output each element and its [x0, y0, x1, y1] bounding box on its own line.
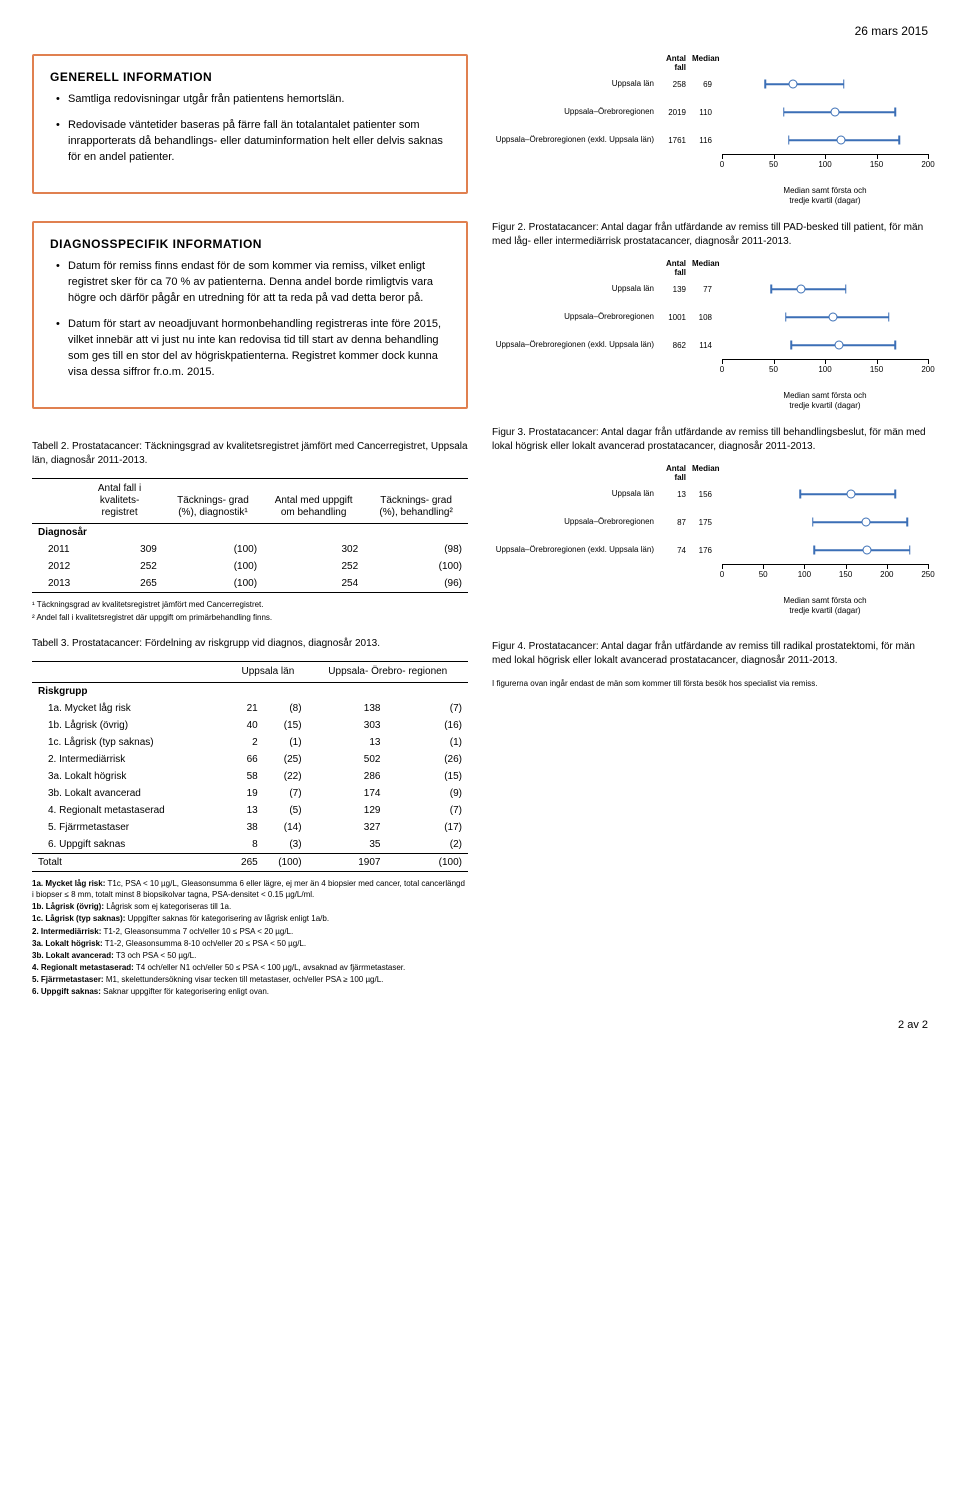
list-item: Datum för remiss finns endast för de som… [56, 259, 450, 307]
footnote: 6. Uppgift saknas: Saknar uppgifter för … [32, 986, 468, 997]
table-row: 2. Intermediärrisk66(25)502(26) [32, 751, 468, 768]
table3-h2: Uppsala- Örebro- regionen [308, 661, 468, 682]
list-item: Samtliga redovisningar utgår från patien… [56, 92, 450, 108]
diag-info-box: DIAGNOSSPECIFIK INFORMATION Datum för re… [32, 221, 468, 409]
table-row: 5. Fjärrmetastaser38(14)327(17) [32, 819, 468, 836]
fig4-note: I figurerna ovan ingår endast de män som… [492, 678, 928, 689]
table3-footnotes: 1a. Mycket låg risk: T1c, PSA < 10 µg/L,… [32, 878, 468, 998]
footnote: 2. Intermediärrisk: T1-2, Gleasonsumma 7… [32, 926, 468, 937]
table-row: 2013265(100)254(96) [32, 575, 468, 593]
chart-row: Uppsala–Örebroregionen (exkl. Uppsala lä… [492, 331, 928, 359]
chart-row: Uppsala–Örebroregionen1001108 [492, 303, 928, 331]
footnote: 3b. Lokalt avancerad: T3 och PSA < 50 µg… [32, 950, 468, 961]
list-item: Redovisade väntetider baseras på färre f… [56, 118, 450, 166]
diag-info-title: DIAGNOSSPECIFIK INFORMATION [50, 237, 450, 251]
table2-caption: Tabell 2. Prostatacancer: Täckningsgrad … [32, 440, 468, 468]
footnote: 4. Regionalt metastaserad: T4 och/eller … [32, 962, 468, 973]
table-row: 2012252(100)252(100) [32, 558, 468, 575]
fig2-chart: Antal fallMedianUppsala län13977Uppsala–… [492, 259, 928, 410]
fig2-caption: Figur 2. Prostatacancer: Antal dagar frå… [492, 221, 928, 249]
table2-h1: Antal fall i kvalitets- registret [76, 479, 163, 524]
fig3-caption: Figur 3. Prostatacancer: Antal dagar frå… [492, 426, 928, 454]
table3-group: Riskgrupp [32, 682, 468, 700]
page-number: 2 av 2 [32, 1019, 928, 1031]
table2-group: Diagnosår [32, 524, 468, 542]
footnote: ² Andel fall i kvalitetsregistret där up… [32, 612, 468, 623]
chart-row: Uppsala län25869 [492, 70, 928, 98]
footnote: 5. Fjärrmetastaser: M1, skelettundersökn… [32, 974, 468, 985]
diag-info-list: Datum för remiss finns endast för de som… [50, 259, 450, 381]
table3-h1: Uppsala län [228, 661, 307, 682]
table-row: 6. Uppgift saknas8(3)35(2) [32, 836, 468, 854]
table-row: 1c. Lågrisk (typ saknas)2(1)13(1) [32, 734, 468, 751]
general-info-box: GENERELL INFORMATION Samtliga redovisnin… [32, 54, 468, 194]
table2-footnotes: ¹ Täckningsgrad av kvalitetsregistret jä… [32, 599, 468, 622]
table-row: 4. Regionalt metastaserad13(5)129(7) [32, 802, 468, 819]
table3-caption: Tabell 3. Prostatacancer: Fördelning av … [32, 637, 468, 651]
table-row: 1a. Mycket låg risk21(8)138(7) [32, 700, 468, 717]
footnote: 1b. Lågrisk (övrig): Lågrisk som ej kate… [32, 901, 468, 912]
table-row: 2011309(100)302(98) [32, 541, 468, 558]
fig4-caption: Figur 4. Prostatacancer: Antal dagar frå… [492, 640, 928, 668]
chart-row: Uppsala–Örebroregionen (exkl. Uppsala lä… [492, 126, 928, 154]
fig-top-chart: Antal fallMedianUppsala län25869Uppsala–… [492, 54, 928, 205]
general-info-title: GENERELL INFORMATION [50, 70, 450, 84]
list-item: Datum för start av neoadjuvant hormonbeh… [56, 317, 450, 381]
footnote: ¹ Täckningsgrad av kvalitetsregistret jä… [32, 599, 468, 610]
table2-h4: Täcknings- grad (%), behandling² [364, 479, 468, 524]
footnote: 3a. Lokalt högrisk: T1-2, Gleasonsumma 8… [32, 938, 468, 949]
fig3-chart: Antal fallMedianUppsala län13156Uppsala–… [492, 464, 928, 615]
chart-row: Uppsala län13977 [492, 275, 928, 303]
footnote: 1a. Mycket låg risk: T1c, PSA < 10 µg/L,… [32, 878, 468, 900]
table2-h2: Täcknings- grad (%), diagnostik¹ [163, 479, 263, 524]
footnote: 1c. Lågrisk (typ saknas): Uppgifter sakn… [32, 913, 468, 924]
chart-row: Uppsala–Örebroregionen87175 [492, 508, 928, 536]
table2: Antal fall i kvalitets- registret Täckni… [32, 478, 468, 593]
chart-row: Uppsala–Örebroregionen (exkl. Uppsala lä… [492, 536, 928, 564]
table-row: Totalt265(100)1907(100) [32, 853, 468, 871]
table-row: 1b. Lågrisk (övrig)40(15)303(16) [32, 717, 468, 734]
table2-h3: Antal med uppgift om behandling [263, 479, 364, 524]
chart-row: Uppsala–Örebroregionen2019110 [492, 98, 928, 126]
page-date: 26 mars 2015 [32, 24, 928, 38]
table-row: 3a. Lokalt högrisk58(22)286(15) [32, 768, 468, 785]
general-info-list: Samtliga redovisningar utgår från patien… [50, 92, 450, 166]
table3: Uppsala län Uppsala- Örebro- regionen Ri… [32, 661, 468, 872]
chart-row: Uppsala län13156 [492, 480, 928, 508]
table-row: 3b. Lokalt avancerad19(7)174(9) [32, 785, 468, 802]
